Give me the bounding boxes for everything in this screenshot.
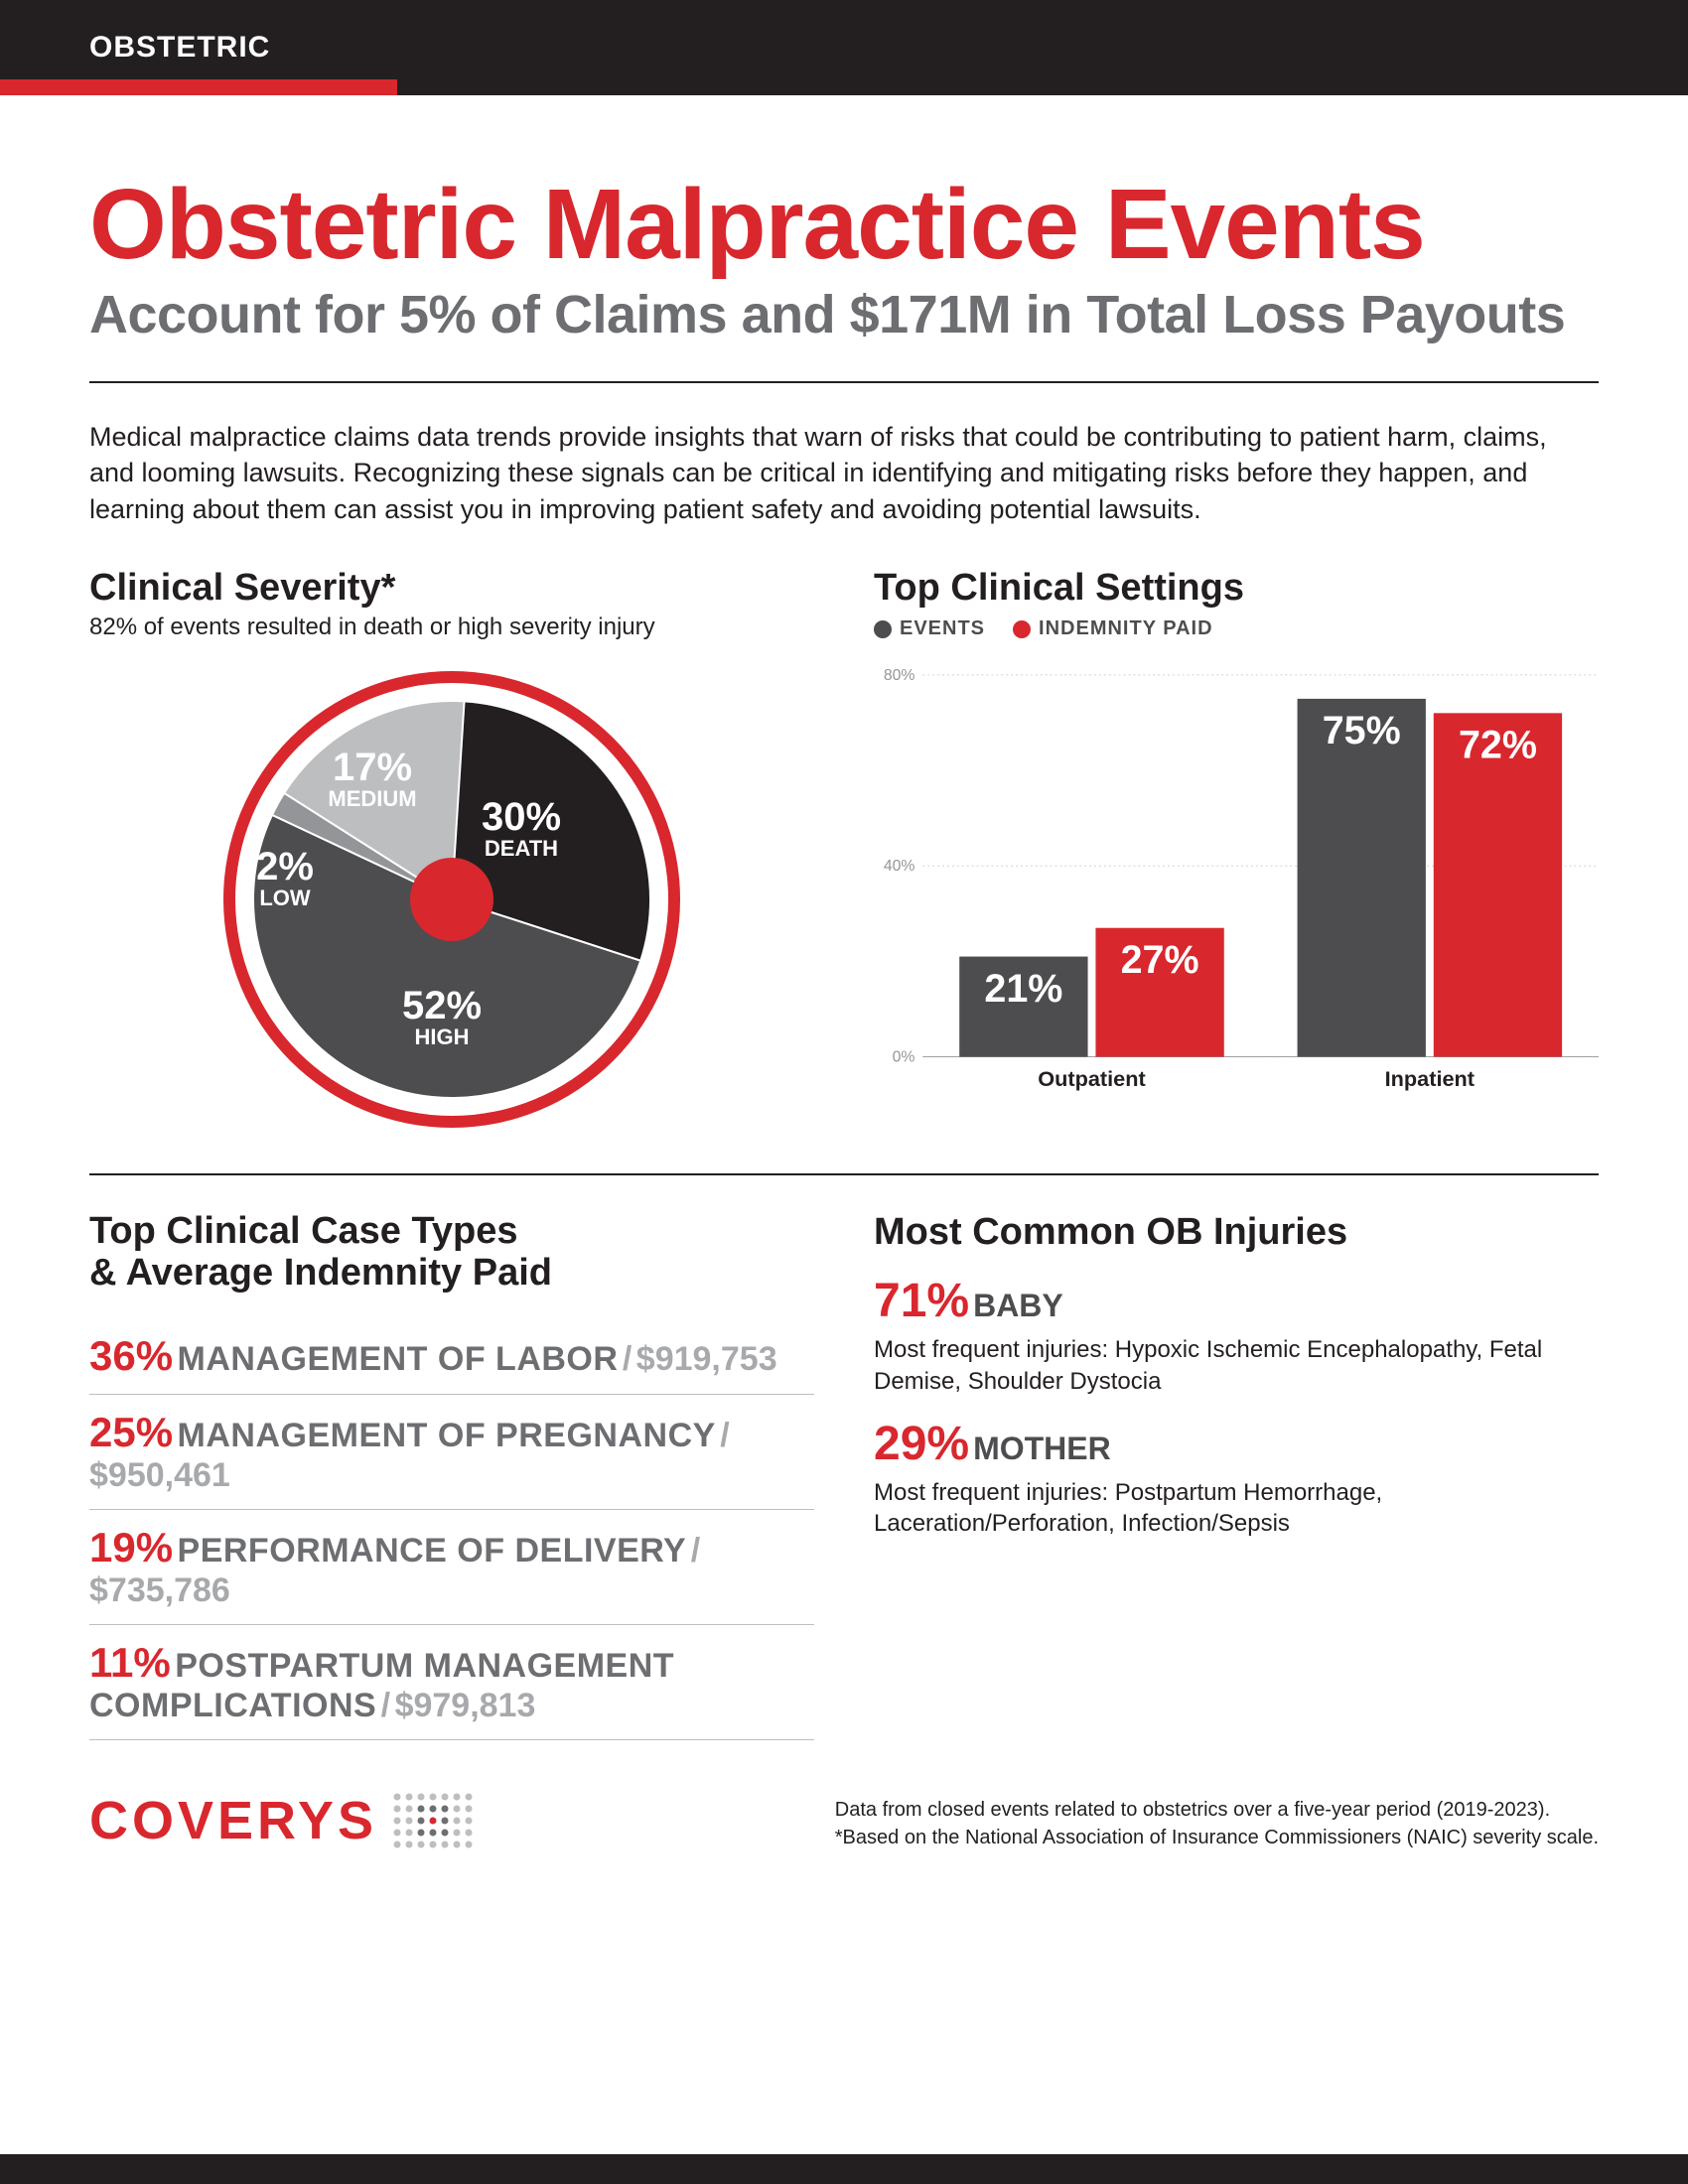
svg-text:HIGH: HIGH xyxy=(415,1024,470,1049)
case-types-title: Top Clinical Case Types& Average Indemni… xyxy=(89,1211,814,1295)
svg-text:40%: 40% xyxy=(884,858,915,875)
svg-text:75%: 75% xyxy=(1323,710,1401,753)
svg-text:Inpatient: Inpatient xyxy=(1385,1066,1475,1091)
legend-indemnity: INDEMNITY PAID xyxy=(1013,617,1213,640)
svg-text:MEDIUM: MEDIUM xyxy=(328,786,416,811)
injury-block: 71%BABYMost frequent injuries: Hypoxic I… xyxy=(874,1274,1599,1396)
bar-chart: 0% 40% 80% 21% 27% Outpatient 75% 72% Inpatient xyxy=(874,652,1599,1114)
pie-subtitle: 82% of events resulted in death or high … xyxy=(89,614,814,641)
injury-block: 29%MOTHERMost frequent injuries: Postpar… xyxy=(874,1417,1599,1539)
main-title: Obstetric Malpractice Events xyxy=(89,175,1599,274)
coverys-logo: COVERYS xyxy=(89,1790,481,1851)
injuries-column: Most Common OB Injuries 71%BABYMost freq… xyxy=(874,1211,1599,1740)
pie-title: Clinical Severity* xyxy=(89,567,814,610)
logo-text: COVERYS xyxy=(89,1790,377,1851)
divider xyxy=(89,381,1599,383)
case-types-column: Top Clinical Case Types& Average Indemni… xyxy=(89,1211,814,1740)
pie-chart: 30%DEATH 52%HIGH 2%LOW 17%MEDIUM xyxy=(213,661,690,1138)
subtitle: Account for 5% of Claims and $171M in To… xyxy=(89,284,1599,345)
svg-text:30%: 30% xyxy=(482,795,561,839)
footnote-2: *Based on the National Association of In… xyxy=(835,1824,1599,1851)
case-type-row: 19% PERFORMANCE OF DELIVERY / $735,786 xyxy=(89,1510,814,1625)
svg-text:LOW: LOW xyxy=(259,886,311,910)
svg-text:2%: 2% xyxy=(256,845,314,888)
svg-text:21%: 21% xyxy=(984,967,1062,1011)
header-label: OBSTETRIC xyxy=(89,31,270,65)
logo-dots-icon xyxy=(391,1791,481,1850)
case-type-row: 11% POSTPARTUM MANAGEMENT COMPLICATIONS … xyxy=(89,1625,814,1740)
svg-text:Outpatient: Outpatient xyxy=(1038,1066,1145,1091)
svg-text:0%: 0% xyxy=(893,1049,915,1066)
case-type-row: 36% MANAGEMENT OF LABOR / $919,753 xyxy=(89,1318,814,1395)
lists-row: Top Clinical Case Types& Average Indemni… xyxy=(89,1211,1599,1740)
svg-text:80%: 80% xyxy=(884,667,915,684)
charts-row: Clinical Severity* 82% of events resulte… xyxy=(89,567,1599,1138)
header-red-accent xyxy=(0,79,397,95)
svg-text:27%: 27% xyxy=(1121,938,1199,982)
svg-text:17%: 17% xyxy=(333,746,412,789)
svg-text:DEATH: DEATH xyxy=(485,836,558,861)
divider-2 xyxy=(89,1173,1599,1175)
pie-column: Clinical Severity* 82% of events resulte… xyxy=(89,567,814,1138)
intro-paragraph: Medical malpractice claims data trends p… xyxy=(89,419,1599,527)
bar-column: Top Clinical Settings EVENTS INDEMNITY P… xyxy=(874,567,1599,1138)
bottom-bar xyxy=(0,2154,1688,2184)
footer-row: COVERYS Data from closed events related … xyxy=(89,1790,1599,1851)
bar-title: Top Clinical Settings xyxy=(874,567,1599,610)
page-content: Obstetric Malpractice Events Account for… xyxy=(0,95,1688,1851)
svg-text:72%: 72% xyxy=(1459,724,1537,767)
legend-events: EVENTS xyxy=(874,617,985,640)
footnotes: Data from closed events related to obste… xyxy=(835,1796,1599,1851)
footnote-1: Data from closed events related to obste… xyxy=(835,1796,1599,1824)
svg-text:52%: 52% xyxy=(402,984,482,1027)
injuries-title: Most Common OB Injuries xyxy=(874,1211,1599,1254)
case-type-row: 25% MANAGEMENT OF PREGNANCY / $950,461 xyxy=(89,1395,814,1510)
bar-legend: EVENTS INDEMNITY PAID xyxy=(874,617,1599,640)
